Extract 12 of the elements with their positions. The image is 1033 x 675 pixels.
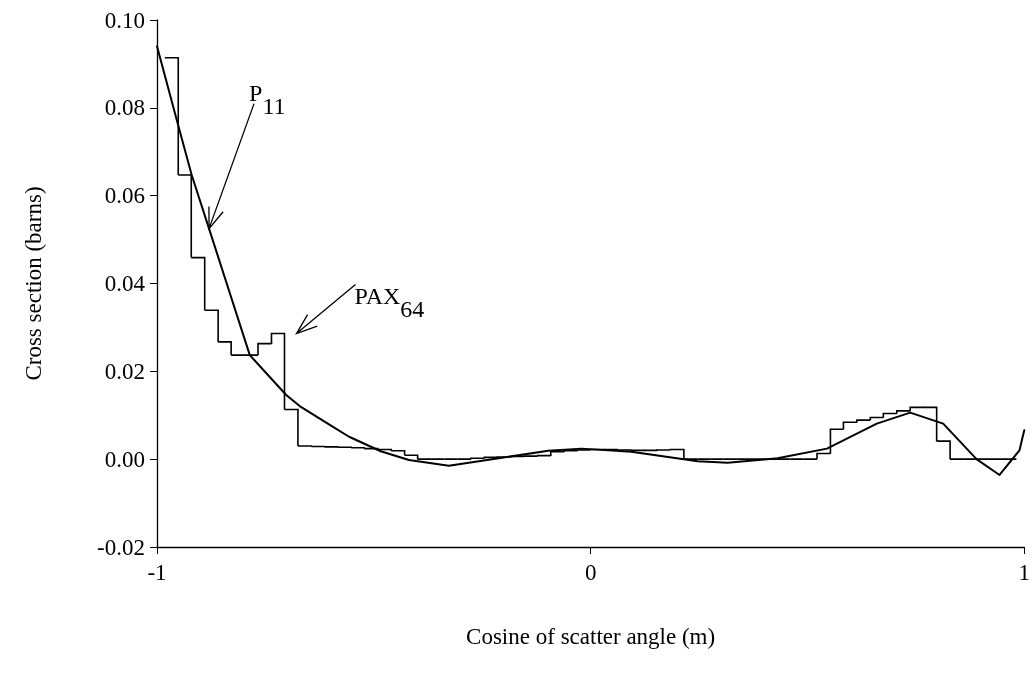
y-tick-label: 0.02 xyxy=(104,358,145,384)
y-tick-label: 0.00 xyxy=(104,446,145,472)
y-axis-title: Cross section (barns) xyxy=(21,186,46,381)
y-tick-label: 0.10 xyxy=(104,7,145,33)
x-tick-label: 0 xyxy=(584,560,597,585)
x-tick-label: 1 xyxy=(1018,560,1030,585)
y-tick-label: 0.08 xyxy=(104,95,145,121)
y-tick-label: 0.06 xyxy=(104,183,145,209)
y-tick-label: 0.04 xyxy=(104,271,146,296)
x-tick-label: -1 xyxy=(147,560,167,585)
y-tick-label: -0.02 xyxy=(97,534,145,560)
x-axis-title: Cosine of scatter angle (m) xyxy=(466,624,716,649)
